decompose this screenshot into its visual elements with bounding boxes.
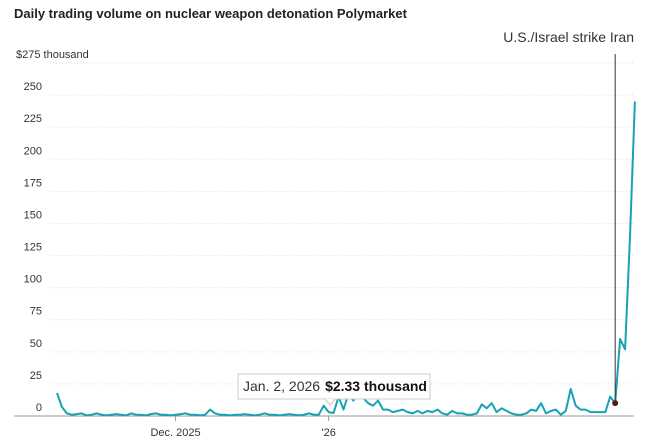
tooltip-box (237, 373, 431, 400)
y-tick-label: 0 (36, 402, 42, 414)
y-tick-label: 50 (30, 338, 42, 350)
x-tick-label: '26 (322, 427, 336, 439)
y-tick-label: 100 (24, 274, 42, 286)
line (56, 101, 636, 417)
annotation: U.S./Israel strike Iran (503, 29, 634, 45)
tooltip-text: Jan. 2, 2026 $2.33 thousand (243, 378, 427, 394)
y-tick-label: 175 (24, 177, 42, 189)
x-tick-label: Dec. 2025 (150, 427, 200, 439)
y-tick-label: 250 (24, 81, 42, 93)
tooltip-pointer (324, 398, 336, 406)
tooltip: Jan. 2, 2026 $2.33 thousand (237, 373, 431, 406)
y-tick-label: $275 thousand (16, 49, 89, 61)
y-tick-label: 25 (30, 370, 42, 382)
tooltip-date: Jan. 2, 2026 (243, 378, 320, 394)
y-tick-label: 200 (24, 145, 42, 157)
annotation-dot (612, 400, 619, 407)
y-tick-label: 75 (30, 306, 42, 318)
chart-title: Daily trading volume on nuclear weapon d… (14, 6, 408, 21)
y-tick-label: 125 (24, 242, 42, 254)
y-tick-label: 225 (24, 113, 42, 125)
tooltip-value: $2.33 thousand (325, 378, 427, 394)
y-tick-label: 150 (24, 209, 42, 221)
